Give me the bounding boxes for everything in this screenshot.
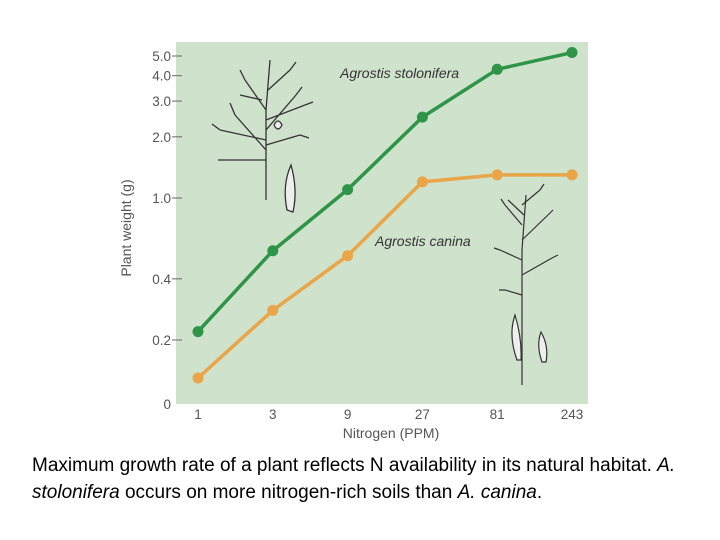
series-line-stolonifera	[196, 50, 573, 333]
y-tick-label: 0.2	[152, 333, 171, 348]
caption: Maximum growth rate of a plant reflects …	[32, 452, 692, 506]
x-tick-labels: 1 3 9 27 81 243	[194, 407, 583, 422]
y-tick-label: 4.0	[152, 69, 171, 84]
y-tick-label: 5.0	[152, 49, 171, 64]
x-tick-label: 9	[344, 407, 352, 422]
data-point-stolonifera	[267, 245, 279, 257]
y-axis-label: Plant weight (g)	[118, 179, 134, 276]
y-tick-label: 0.4	[152, 272, 171, 287]
data-point-canina	[192, 372, 204, 384]
data-point-canina	[491, 169, 503, 181]
x-tick-label: 27	[415, 407, 430, 422]
data-point-stolonifera	[491, 63, 503, 75]
data-point-stolonifera	[192, 326, 204, 338]
agrostis-canina-illustration	[493, 183, 559, 385]
x-tick-label: 81	[490, 407, 505, 422]
series-label-canina: Agrostis canina	[374, 233, 471, 249]
caption-text-2: occurs on more nitrogen-rich soils than	[119, 482, 458, 503]
y-tick-label: 3.0	[152, 94, 171, 109]
caption-text-3: .	[536, 482, 543, 503]
data-point-stolonifera	[416, 111, 428, 123]
caption-species-stolonifera: A. stolonifera	[32, 455, 676, 503]
y-tick-label: 1.0	[152, 191, 171, 206]
agrostis-stolonifera-illustration	[211, 59, 314, 213]
caption-species-canina: A. canina	[457, 482, 537, 503]
x-axis-label: Nitrogen (PPM)	[343, 425, 439, 441]
series-layer	[192, 47, 578, 384]
data-point-stolonifera	[566, 47, 578, 59]
data-point-canina	[566, 169, 578, 181]
x-tick-label: 1	[194, 407, 202, 422]
x-tick-label: 3	[269, 407, 277, 422]
y-tick-label: 2.0	[152, 130, 171, 145]
y-tick-labels: 0 0.2 0.4 1.0 2.0 3.0 4.0 5.0	[152, 49, 182, 412]
data-point-stolonifera	[342, 184, 354, 196]
caption-text-1: Maximum growth rate of a plant reflects …	[32, 455, 658, 476]
data-point-canina	[416, 176, 428, 188]
data-point-canina	[342, 250, 354, 262]
chart: 0 0.2 0.4 1.0 2.0 3.0 4.0 5.0 1 3 9 27 81 243 Agrost…	[118, 42, 588, 441]
y-tick-label: 0	[163, 397, 171, 412]
data-point-canina	[267, 304, 279, 316]
series-label-stolonifera: Agrostis stolonifera	[339, 65, 459, 81]
series-line-canina	[196, 173, 572, 380]
x-tick-label: 243	[561, 407, 584, 422]
